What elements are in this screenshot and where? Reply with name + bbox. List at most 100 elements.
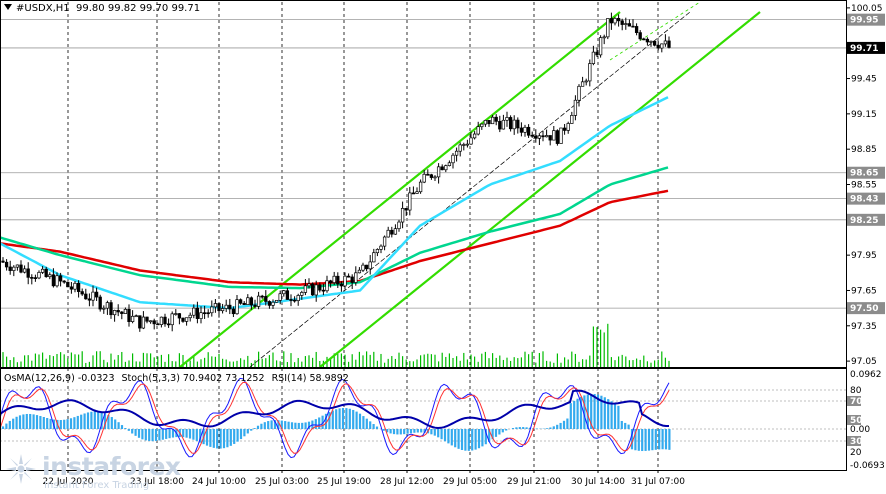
indicator-axis-label: 50 [850, 416, 863, 426]
time-tick-label: 31 Jul 07:00 [631, 477, 685, 487]
indicator-axis-label: 80 [850, 386, 862, 396]
candle-body [429, 174, 434, 178]
candle-body [562, 127, 567, 131]
candle-body [537, 135, 542, 139]
channel-lower-line [319, 11, 761, 368]
candle-body [76, 282, 81, 292]
candle-body [472, 133, 477, 139]
candle-body [260, 295, 264, 298]
candle-body [271, 301, 275, 306]
candle-body [454, 150, 459, 156]
level-tag [847, 192, 885, 205]
candle-body [433, 176, 437, 179]
candle-body [350, 276, 354, 283]
candle-body [570, 115, 574, 124]
candle-body [278, 293, 282, 301]
time-tick-label: 22 Jul 2020 [43, 477, 94, 487]
candle-body [400, 208, 405, 223]
candle-body [638, 32, 642, 40]
osma-label: OsMA(12,26,9) -0.0323 [4, 373, 115, 384]
candle-body [105, 302, 110, 309]
candle-body [33, 277, 38, 279]
candle-body [631, 25, 635, 28]
time-tick-label: 25 Jul 03:00 [255, 477, 309, 487]
candle-body [559, 127, 563, 144]
candle-body [501, 119, 506, 130]
candle-body [516, 119, 520, 129]
candle-body [534, 135, 538, 139]
candle-body [174, 313, 178, 315]
candle-body [469, 137, 473, 145]
candle-body [310, 283, 315, 296]
candle-body [566, 123, 570, 131]
candle-body [116, 310, 120, 313]
stoch-main-line [0, 377, 670, 459]
candle-body [361, 264, 365, 271]
candle-body [483, 120, 488, 125]
candle-body [170, 313, 174, 326]
channel-extension-line [609, 1, 701, 61]
candle-body [138, 315, 142, 329]
price-tick-label: 100.05 [851, 4, 883, 14]
candle-body [526, 126, 531, 136]
level-tag [847, 13, 885, 26]
logo-tagline: Instant Forex Trading [44, 480, 150, 491]
candle-body [224, 304, 228, 309]
candle-body [577, 85, 581, 101]
candle-body [595, 51, 599, 56]
candle-body [58, 275, 63, 282]
current-price-tag [847, 41, 885, 54]
price-tick-label: 97.05 [851, 357, 877, 367]
candle-body [166, 323, 171, 326]
candle-body [231, 308, 236, 315]
candle-body [307, 283, 311, 287]
candle-body [652, 40, 657, 46]
candle-body [364, 264, 369, 270]
dropdown-triangle-icon[interactable] [4, 4, 12, 10]
candle-body [195, 307, 200, 319]
candle-body [206, 312, 210, 315]
candle-body [552, 130, 556, 141]
candle-body [667, 40, 671, 48]
candle-body [285, 290, 290, 300]
candle-body [606, 18, 610, 38]
candle-body [616, 17, 621, 22]
time-tick-label: 29 Jul 05:00 [443, 477, 497, 487]
logo-brand: instaforex [42, 452, 181, 481]
candle-body [609, 18, 614, 24]
indicator-axis-label: 0.0962 [850, 370, 882, 380]
candle-body [494, 116, 498, 122]
candle-body [148, 320, 153, 323]
candle-body [69, 286, 74, 290]
candle-body [303, 285, 308, 293]
candle-body [663, 40, 668, 45]
candle-body [246, 297, 250, 305]
indicator-level-tag [847, 415, 861, 425]
time-tick-label: 24 Jul 10:00 [192, 477, 246, 487]
candle-body [177, 313, 182, 319]
stoch-signal-line [0, 381, 670, 454]
candle-body [436, 166, 441, 178]
price-tick-label: 97.65 [851, 286, 877, 296]
indicator-level-tag [847, 396, 861, 406]
candle-body [141, 316, 146, 329]
candle-body [109, 302, 113, 316]
candle-body [397, 221, 401, 230]
candle-body [588, 63, 592, 82]
candle-body [12, 266, 16, 271]
candle-body [19, 264, 23, 273]
candle-body [296, 295, 300, 302]
candle-body [332, 275, 336, 283]
instaforex-logo: instaforex Instant Forex Trading [4, 452, 184, 492]
candle-body [184, 317, 189, 322]
candle-body [217, 303, 221, 312]
candle-body [418, 181, 423, 193]
candle-body [649, 40, 653, 43]
candle-body [48, 274, 52, 278]
candle-body [634, 26, 639, 33]
candle-body [1, 260, 5, 263]
candle-body [591, 51, 596, 64]
indicator-level-tag [847, 436, 861, 446]
candle-body [512, 119, 516, 130]
